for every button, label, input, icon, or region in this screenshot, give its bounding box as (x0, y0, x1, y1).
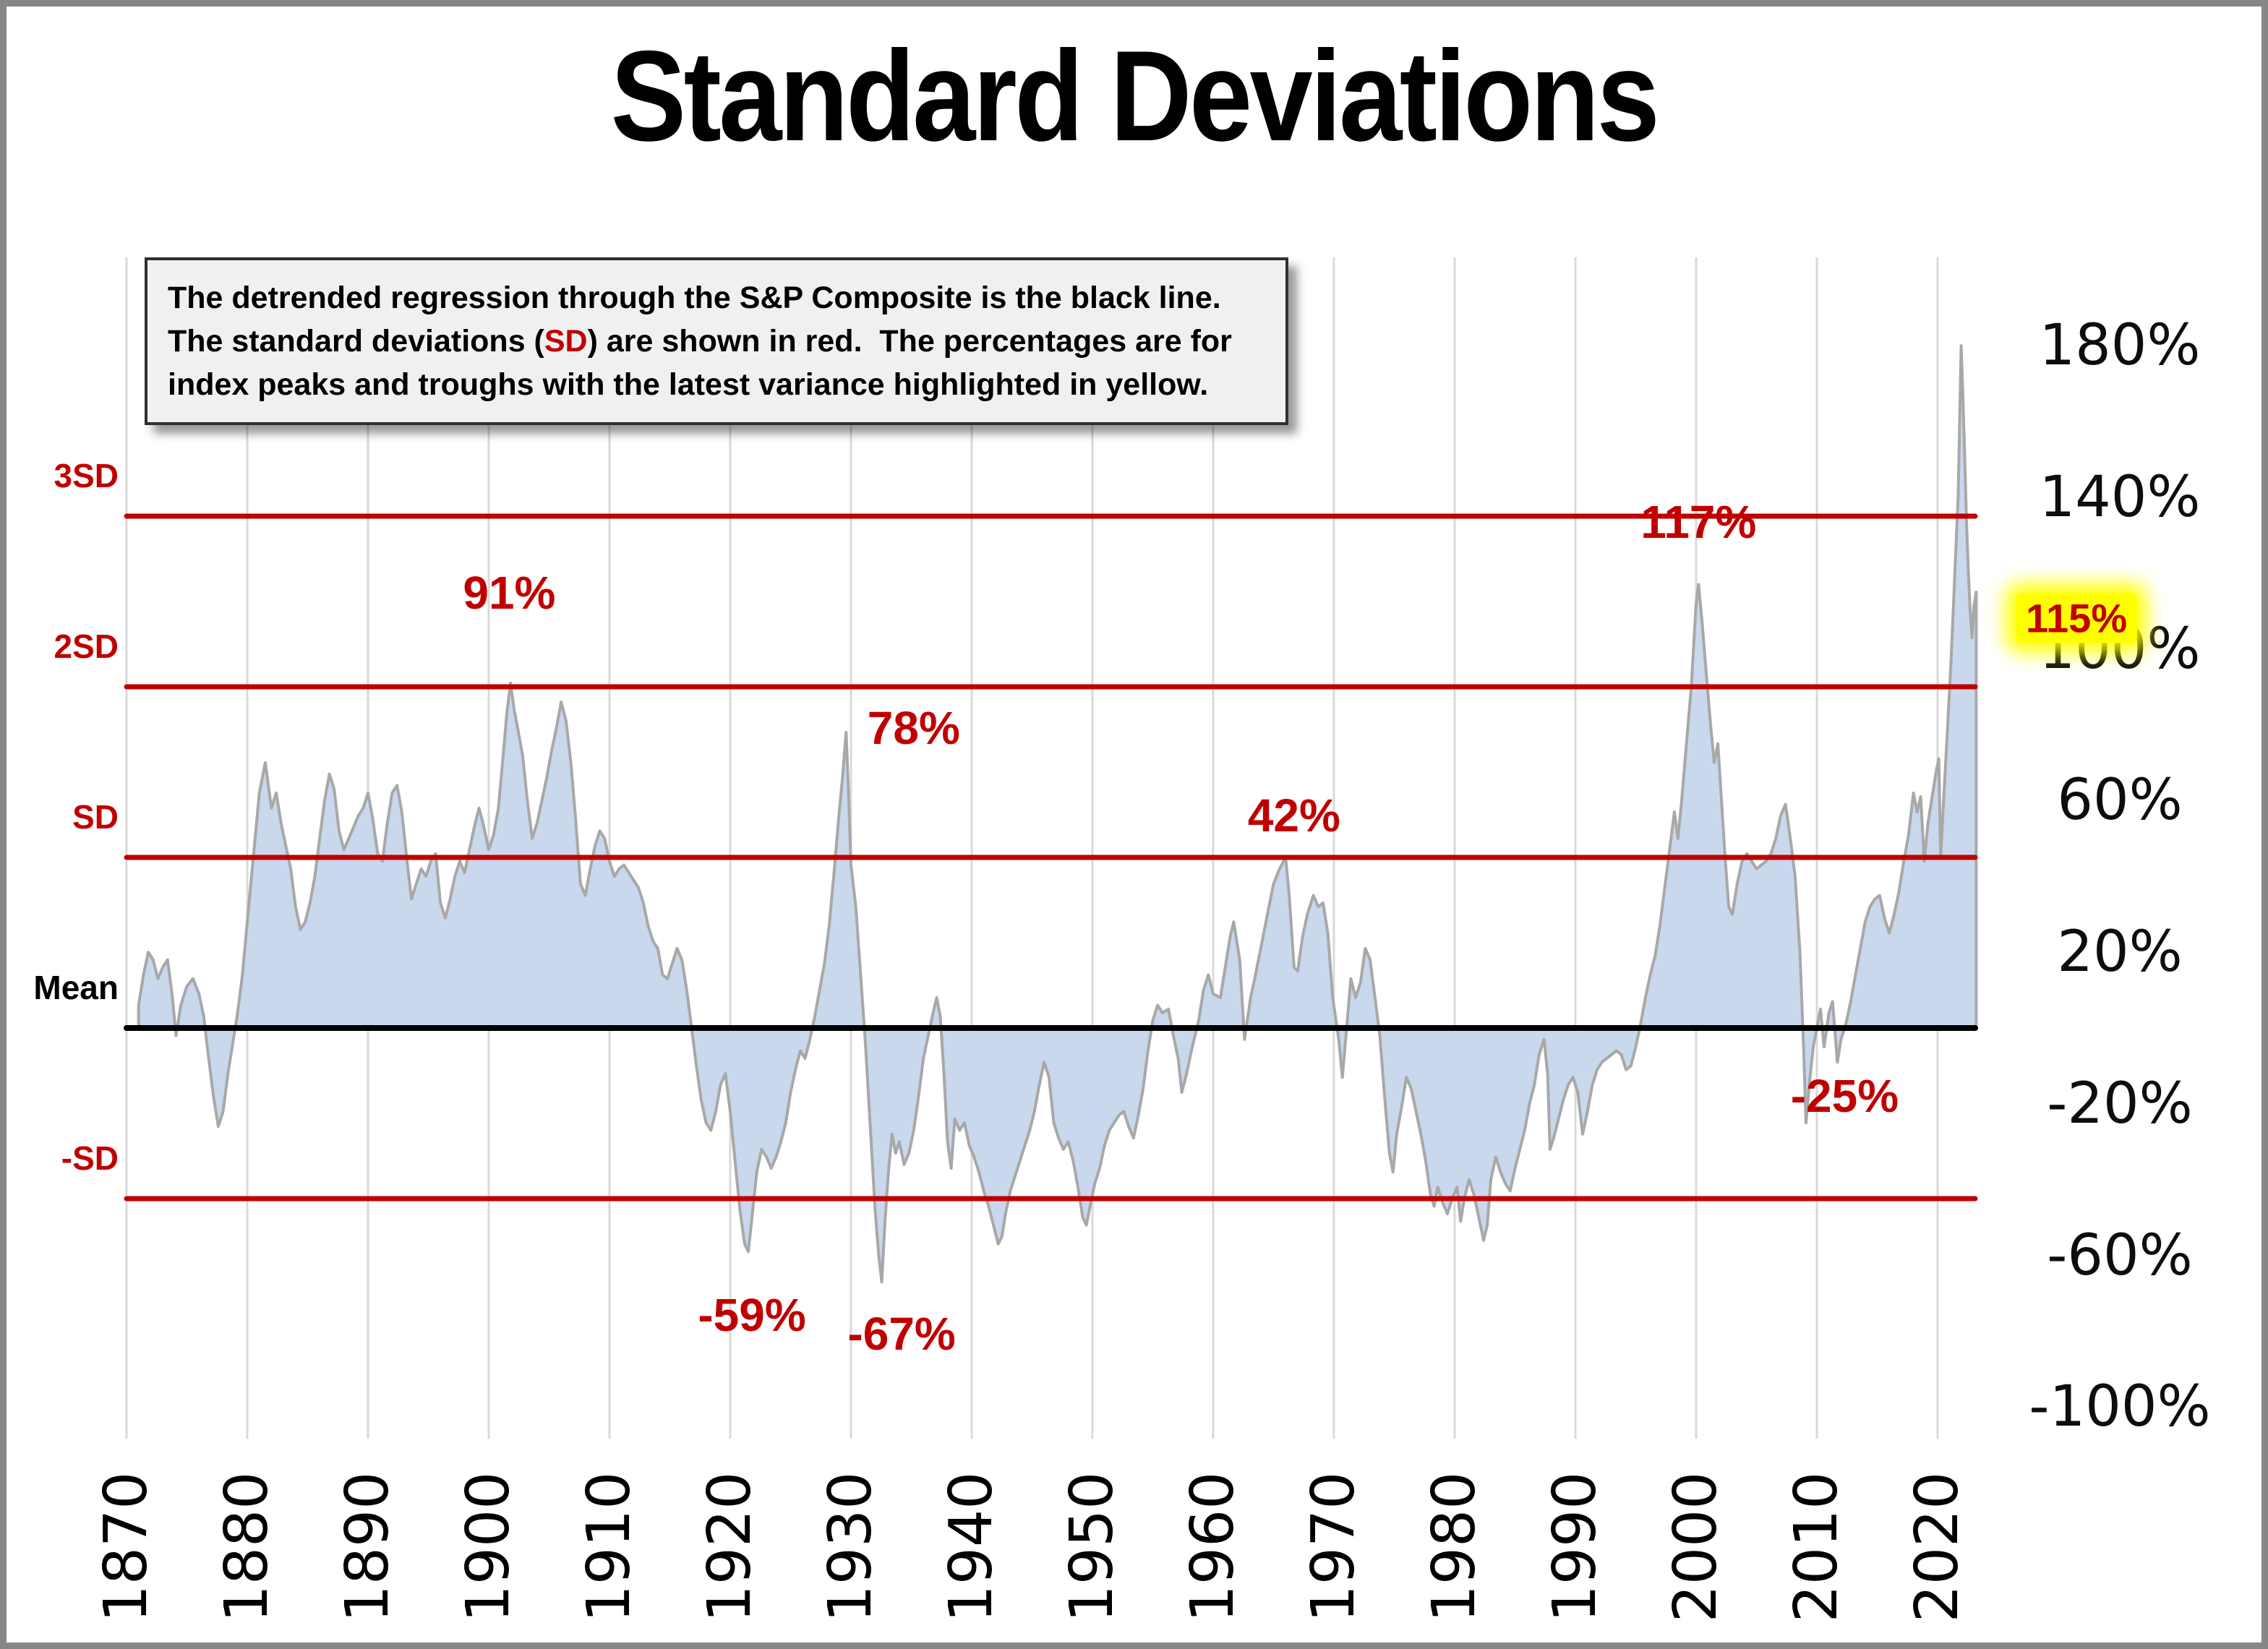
note-text-part1: The detrended regression through the S&P… (168, 280, 1221, 359)
page-title: Standard Deviations (610, 24, 1660, 168)
area-series-fill (138, 346, 1977, 1282)
note-text-part2: ) are shown in red. The percentages are … (168, 324, 1232, 402)
note-sd-red: SD (544, 324, 588, 359)
legend-note-box: The detrended regression through the S&P… (145, 257, 1288, 425)
area-series-outline (137, 344, 1978, 1284)
